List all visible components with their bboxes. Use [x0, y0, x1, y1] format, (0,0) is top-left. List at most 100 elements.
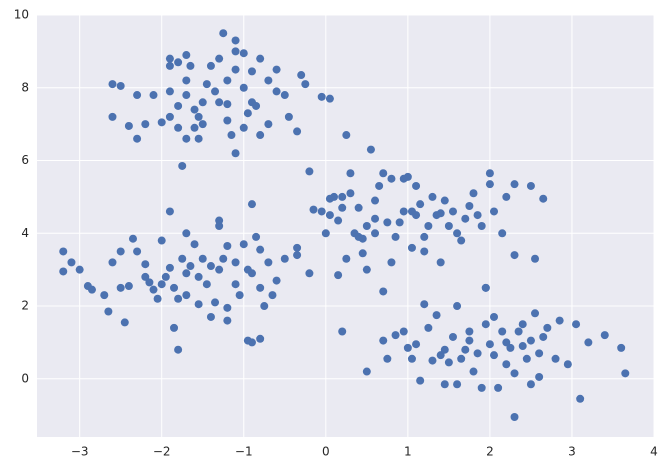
point	[444, 222, 453, 230]
point	[104, 307, 113, 316]
point	[211, 298, 220, 307]
point	[231, 280, 240, 289]
point	[325, 211, 334, 220]
point	[535, 349, 544, 358]
point	[170, 323, 179, 332]
x-tick-label: 2	[486, 445, 494, 459]
point	[116, 81, 125, 90]
point	[502, 192, 511, 201]
point	[448, 207, 457, 216]
point	[284, 112, 293, 121]
x-tick-label: 3	[568, 445, 576, 459]
point	[182, 134, 191, 143]
point	[440, 345, 449, 354]
point	[526, 336, 535, 345]
point	[178, 254, 187, 263]
point	[338, 327, 347, 336]
point	[621, 369, 630, 378]
point	[182, 269, 191, 278]
point	[247, 338, 256, 347]
point	[145, 278, 154, 287]
point	[264, 120, 273, 129]
point	[141, 120, 150, 129]
point	[198, 120, 207, 129]
point	[256, 334, 265, 343]
point	[174, 58, 183, 67]
point	[133, 91, 142, 100]
point	[518, 342, 527, 351]
point	[440, 380, 449, 389]
point	[59, 247, 68, 256]
point	[502, 360, 511, 369]
plot-area	[37, 15, 654, 437]
point	[215, 216, 224, 225]
point	[563, 360, 572, 369]
point	[247, 200, 256, 209]
point	[206, 312, 215, 321]
point	[239, 240, 248, 249]
point	[379, 336, 388, 345]
point	[424, 323, 433, 332]
point	[481, 320, 490, 329]
point	[477, 222, 486, 230]
point	[469, 189, 478, 198]
point	[342, 131, 351, 140]
point	[100, 291, 109, 300]
y-tick-label: 0	[21, 371, 29, 385]
point	[186, 262, 195, 271]
point	[412, 340, 421, 349]
point	[215, 54, 224, 63]
point	[490, 312, 499, 321]
point	[531, 309, 540, 318]
point	[231, 65, 240, 74]
point	[75, 265, 84, 274]
point	[440, 196, 449, 205]
point	[227, 131, 236, 140]
point	[194, 112, 203, 121]
point	[206, 262, 215, 271]
point	[174, 294, 183, 303]
point	[223, 242, 232, 251]
point	[428, 356, 437, 365]
point	[453, 229, 462, 238]
point	[436, 351, 445, 360]
point	[182, 229, 191, 238]
point	[190, 105, 199, 114]
point	[165, 263, 174, 272]
point	[223, 76, 232, 85]
point	[141, 272, 150, 281]
point	[272, 65, 281, 74]
point	[600, 331, 609, 340]
point	[403, 172, 412, 181]
point	[153, 294, 162, 303]
point	[124, 121, 133, 130]
point	[465, 327, 474, 336]
point	[383, 218, 392, 227]
y-tick-label: 4	[21, 226, 29, 240]
point	[526, 380, 535, 389]
point	[174, 345, 183, 354]
point	[371, 229, 380, 238]
point	[128, 234, 137, 243]
point	[617, 343, 626, 352]
point	[256, 131, 265, 140]
point	[428, 192, 437, 201]
point	[387, 258, 396, 267]
point	[498, 327, 507, 336]
point	[116, 283, 125, 292]
x-tick-label: −2	[153, 445, 171, 459]
point	[424, 222, 433, 230]
point	[231, 36, 240, 45]
point	[490, 207, 499, 216]
point	[223, 116, 232, 125]
point	[485, 169, 494, 178]
point	[211, 87, 220, 96]
point	[416, 200, 425, 209]
point	[243, 109, 252, 118]
point	[469, 367, 478, 376]
x-tick-label: −1	[235, 445, 253, 459]
point	[461, 214, 470, 223]
point	[174, 101, 183, 110]
point	[252, 232, 261, 241]
point	[206, 61, 215, 70]
